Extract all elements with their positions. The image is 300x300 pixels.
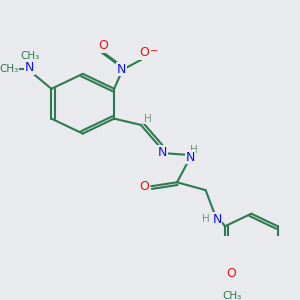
Text: N: N <box>212 213 222 226</box>
Text: O: O <box>140 180 150 193</box>
Text: N: N <box>25 61 34 74</box>
Text: H: H <box>202 214 209 224</box>
Text: N: N <box>158 146 167 159</box>
Text: N: N <box>186 151 195 164</box>
Text: H: H <box>190 145 198 155</box>
Text: −: − <box>150 46 158 56</box>
Text: O: O <box>140 46 150 59</box>
Text: H: H <box>144 114 152 124</box>
Text: CH₃: CH₃ <box>0 64 18 74</box>
Text: CH₃: CH₃ <box>20 51 39 61</box>
Text: O: O <box>227 267 236 280</box>
Text: N: N <box>117 63 127 76</box>
Text: O: O <box>98 39 108 52</box>
Text: CH₃: CH₃ <box>222 291 241 300</box>
